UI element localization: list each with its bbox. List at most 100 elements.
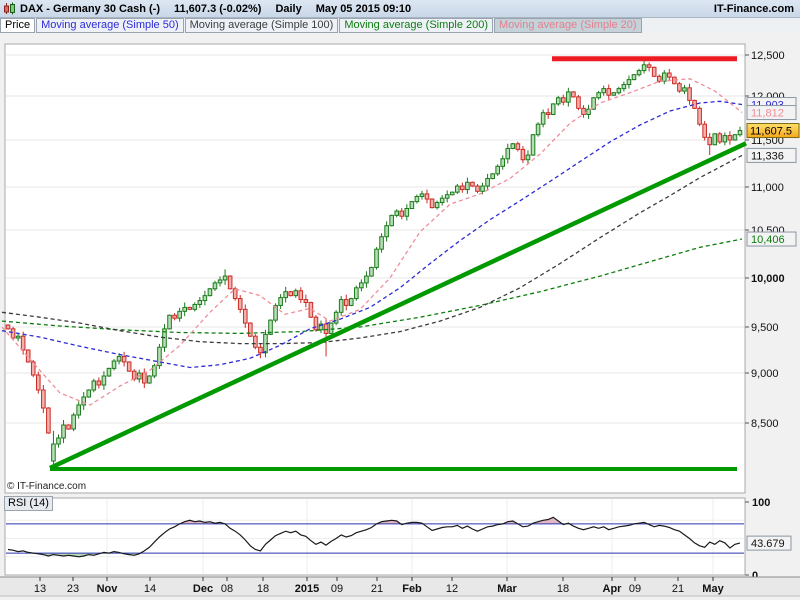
last-quote: 11,607.3 (-0.02%) — [173, 2, 262, 15]
rsi-line — [7, 516, 741, 558]
uptrend-line[interactable] — [49, 141, 747, 471]
candle — [192, 303, 198, 310]
instrument-title: DAX - Germany 30 Cash (-) — [20, 2, 160, 15]
candle — [470, 181, 475, 187]
candle — [616, 88, 622, 94]
candle — [288, 291, 294, 297]
candle — [591, 97, 596, 110]
candle — [399, 210, 405, 217]
candle — [106, 367, 112, 377]
candle — [126, 361, 132, 372]
rsi-indicator-chip[interactable]: RSI (14) — [4, 496, 53, 511]
indicator-toolbar: Price Moving average (Simple 50) Moving av… — [0, 18, 800, 33]
candle — [359, 282, 364, 289]
svg-text:14: 14 — [144, 583, 156, 595]
svg-text:0: 0 — [752, 570, 758, 582]
candle — [439, 197, 445, 203]
toolbar-button-moving-average-simple-100-[interactable]: Moving average (Simple 100) — [184, 18, 339, 33]
candle — [10, 328, 16, 339]
toolbar-button-moving-average-simple-200-[interactable]: Moving average (Simple 200) — [339, 18, 494, 33]
candlestick-icon — [4, 2, 15, 15]
candle — [515, 143, 521, 150]
candle — [394, 210, 400, 216]
svg-text:8,500: 8,500 — [751, 418, 779, 430]
ma-line-simple-100 — [1, 154, 743, 345]
candle — [147, 375, 152, 384]
price-chart[interactable]: 12,50012,00011,50011,00010,50010,0009,50… — [0, 33, 800, 600]
svg-text:11,607.5: 11,607.5 — [750, 126, 792, 138]
ma-line-simple-50 — [1, 100, 743, 369]
candle — [661, 72, 667, 82]
candle — [20, 335, 26, 351]
toolbar-button-moving-average-simple-20-[interactable]: Moving average (Simple 20) — [494, 18, 642, 33]
candle — [116, 355, 122, 362]
candle — [434, 201, 440, 209]
candle — [217, 279, 223, 284]
price-axis[interactable]: 12,50012,00011,50011,00010,50010,0009,50… — [745, 50, 800, 430]
candle — [545, 112, 551, 115]
candle — [111, 360, 117, 369]
candle — [61, 424, 66, 439]
candle — [313, 316, 319, 331]
timeframe-label: Daily — [275, 2, 302, 15]
svg-text:12: 12 — [446, 583, 458, 595]
candle — [56, 437, 61, 445]
candle — [525, 154, 531, 161]
rsi-value-box: 43.679 — [746, 535, 792, 551]
candle — [303, 299, 309, 303]
toolbar-button-moving-average-simple-50-[interactable]: Moving average (Simple 50) — [36, 18, 184, 33]
candle — [101, 375, 107, 386]
candle — [253, 335, 258, 348]
candle — [237, 298, 243, 310]
candle — [475, 185, 480, 192]
chart-copyright: © IT-Finance.com — [7, 481, 87, 492]
toolbar-button-price[interactable]: Price — [0, 18, 36, 33]
candle — [369, 266, 374, 277]
candle — [278, 297, 283, 306]
candle — [283, 291, 288, 299]
candle — [656, 75, 662, 82]
svg-text:10,406: 10,406 — [751, 234, 785, 246]
candle — [404, 208, 410, 217]
candle — [727, 135, 733, 141]
candle — [273, 304, 278, 321]
svg-text:13: 13 — [34, 583, 46, 595]
candle — [561, 97, 566, 103]
candle — [328, 322, 334, 334]
candle — [121, 355, 127, 363]
candle — [631, 74, 637, 81]
time-axis[interactable]: 13 23 Nov 14 Dec 08 18 2015 09 21 Feb 12 Mar 18 Apr 09 2… — [0, 576, 800, 597]
candle — [581, 107, 586, 115]
candle — [187, 306, 193, 310]
candle — [348, 298, 354, 306]
candle — [702, 123, 707, 138]
candle — [495, 165, 500, 175]
candle — [566, 91, 571, 103]
candle — [480, 185, 485, 192]
candle — [722, 135, 728, 143]
candle — [177, 310, 182, 319]
svg-text:21: 21 — [371, 583, 383, 595]
candle — [212, 282, 218, 290]
candle — [651, 66, 657, 77]
svg-text:100: 100 — [752, 497, 770, 509]
candle — [66, 424, 71, 430]
candle — [379, 236, 384, 250]
svg-text:09: 09 — [629, 583, 641, 595]
candle — [530, 134, 536, 156]
svg-text:May: May — [702, 583, 724, 595]
candle — [444, 194, 450, 199]
svg-text:11,000: 11,000 — [751, 182, 784, 194]
candle — [41, 389, 46, 409]
candle — [667, 72, 672, 78]
candle — [606, 88, 612, 96]
candle — [242, 308, 248, 324]
title-bar: DAX - Germany 30 Cash (-) 11,607.3 (-0.0… — [0, 0, 800, 18]
candle — [207, 288, 213, 297]
svg-text:10,000: 10,000 — [751, 273, 785, 285]
ma100-value-box: 11,336 — [746, 147, 797, 163]
rsi-axis[interactable]: 100 0 43.679 — [745, 497, 792, 582]
candle — [641, 64, 647, 72]
candle — [555, 97, 561, 105]
rsi-panel[interactable] — [4, 497, 746, 576]
